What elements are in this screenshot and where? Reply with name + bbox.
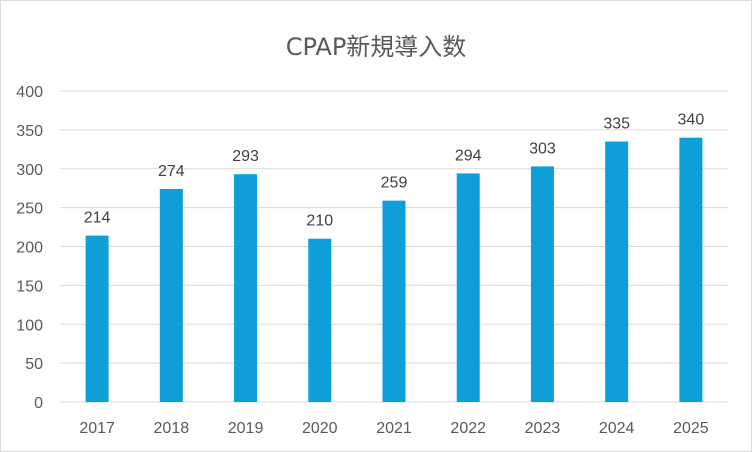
bar (679, 137, 703, 402)
chart-title: CPAP新規導入数 (285, 33, 467, 61)
y-tick-label: 250 (16, 201, 43, 218)
bar (530, 166, 554, 402)
y-tick-label: 350 (16, 123, 43, 140)
y-tick-label: 0 (34, 395, 43, 412)
data-label: 274 (158, 163, 185, 180)
bar (456, 173, 480, 402)
y-tick-label: 300 (16, 162, 43, 179)
x-tick-label: 2017 (79, 420, 115, 437)
x-tick-label: 2020 (302, 420, 338, 437)
x-tick-label: 2021 (376, 420, 412, 437)
x-tick-label: 2022 (450, 420, 486, 437)
x-tick-label: 2023 (525, 420, 561, 437)
x-tick-label: 2025 (673, 420, 709, 437)
data-label: 259 (381, 175, 408, 192)
data-label: 340 (678, 112, 705, 129)
data-label: 210 (306, 213, 333, 230)
y-tick-label: 200 (16, 240, 43, 257)
x-tick-label: 2024 (599, 420, 635, 437)
data-label: 293 (232, 148, 259, 165)
y-tick-label: 50 (25, 356, 43, 373)
x-tick-label: 2018 (154, 420, 190, 437)
bar (605, 141, 629, 402)
x-tick-label: 2019 (228, 420, 264, 437)
y-tick-label: 400 (16, 84, 43, 101)
data-label: 294 (455, 147, 482, 164)
bar (234, 174, 258, 402)
bar (159, 188, 183, 402)
data-label: 303 (529, 140, 556, 157)
data-label: 335 (603, 116, 630, 133)
bar (85, 235, 109, 402)
data-label: 214 (84, 210, 111, 227)
bar (308, 238, 332, 402)
bar (382, 200, 406, 402)
y-tick-label: 100 (16, 317, 43, 334)
y-tick-label: 150 (16, 278, 43, 295)
